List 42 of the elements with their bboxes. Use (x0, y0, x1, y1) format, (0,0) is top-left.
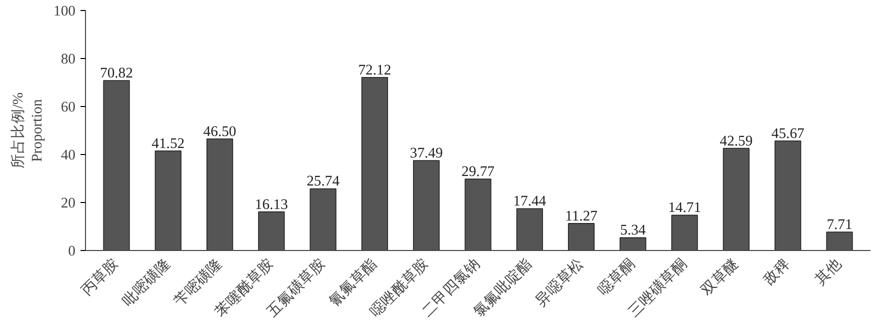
bar (671, 214, 698, 250)
data-label: 41.52 (152, 136, 185, 152)
x-tick-label: 双草醚 (698, 255, 742, 299)
data-label: 14.71 (668, 200, 702, 216)
data-label: 11.27 (565, 208, 598, 224)
bar (206, 138, 234, 250)
bar (568, 223, 595, 250)
y-tick-label: 80 (60, 52, 76, 68)
data-label: 37.49 (410, 146, 443, 162)
data-label: 5.34 (620, 222, 646, 239)
data-label: 42.59 (720, 133, 753, 150)
data-label: 25.74 (306, 174, 340, 190)
bar (464, 178, 492, 250)
y-tick-label: 60 (60, 100, 76, 116)
bar (361, 77, 388, 250)
y-axis-title: 所占比例/% Proportion (9, 92, 46, 169)
data-label: 16.13 (254, 196, 288, 213)
bar (310, 188, 336, 250)
data-label: 46.50 (203, 124, 236, 140)
bar (258, 211, 285, 250)
y-tick-label: 40 (60, 148, 76, 164)
bar (620, 237, 646, 250)
data-label: 7.71 (826, 216, 852, 233)
bar (103, 80, 130, 250)
data-label: 72.12 (358, 62, 392, 78)
y-tick-label: 100 (54, 4, 76, 20)
x-tick-label: 异噁草松 (532, 255, 587, 310)
data-label: 45.67 (771, 126, 804, 142)
bar (826, 232, 853, 250)
bar (516, 208, 543, 250)
data-label: 29.77 (462, 164, 494, 180)
data-label: 70.82 (100, 66, 133, 82)
bar (413, 160, 440, 250)
y-tick-label: 0 (68, 244, 76, 260)
x-tick-label: 其他 (812, 255, 846, 288)
data-label: 17.44 (513, 194, 547, 210)
y-tick-label: 20 (60, 196, 76, 212)
bar (774, 140, 802, 250)
x-tick-label: 敌稗 (760, 255, 794, 288)
bar (722, 148, 750, 250)
x-tick-label: 噁草酮 (594, 255, 639, 299)
bar (154, 150, 182, 250)
